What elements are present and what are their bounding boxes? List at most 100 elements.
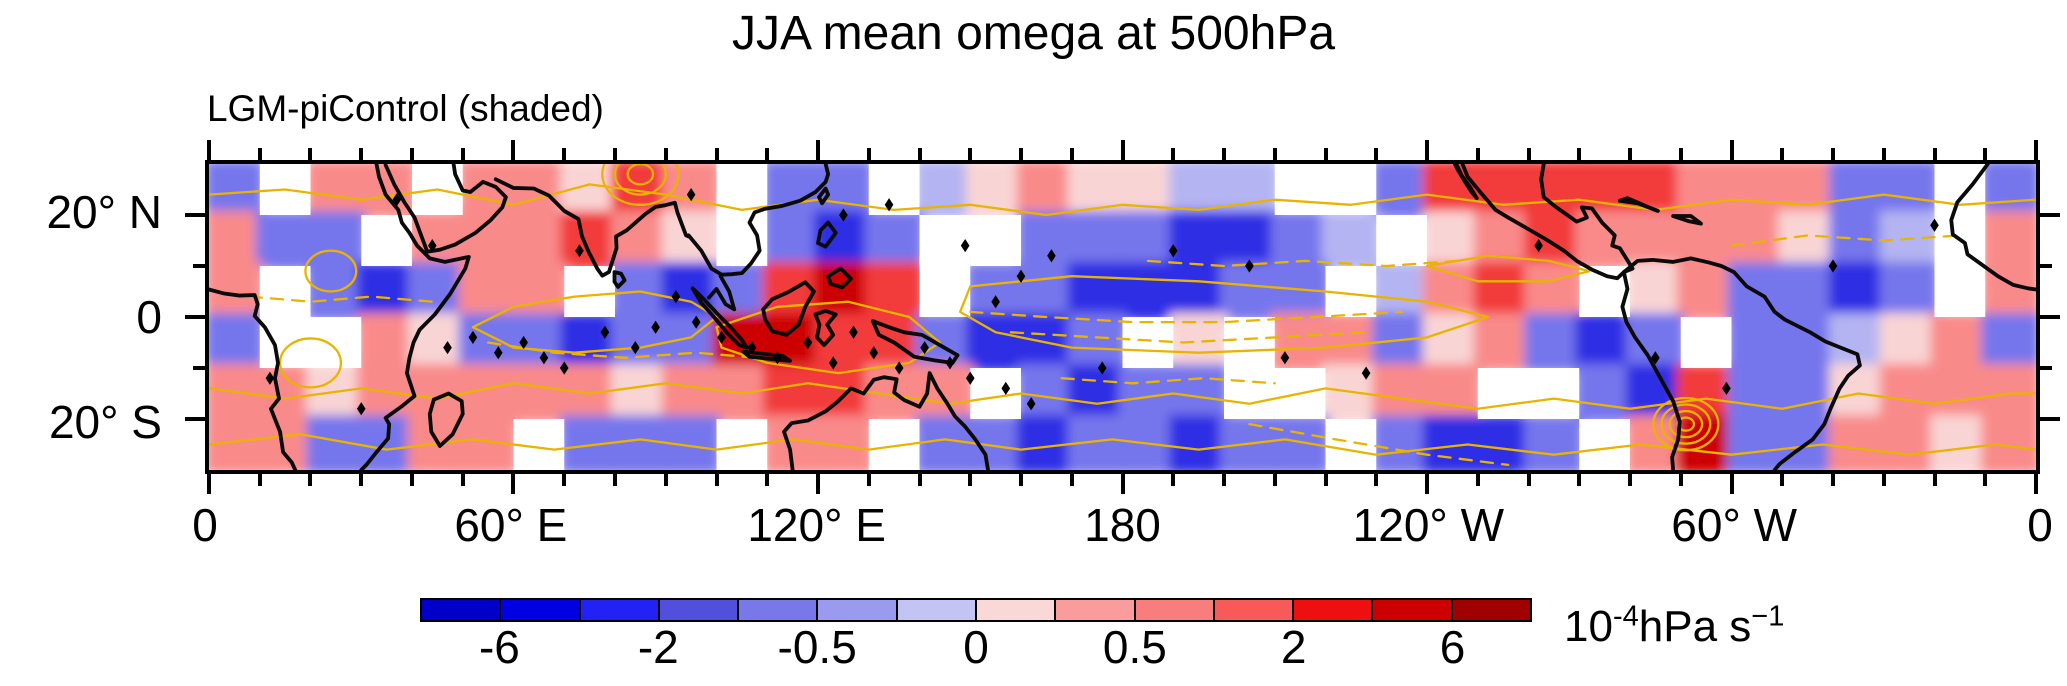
x-tick-label: 120° W (1352, 499, 1504, 551)
shade-cell (1422, 363, 1482, 424)
colorbar-unit: 10-4hPa s−1 (1564, 602, 1784, 652)
y-major-tick (2040, 212, 2060, 217)
colorbar-segment (659, 600, 740, 620)
colorbar-segment (1214, 600, 1295, 620)
unit-mid: hPa s (1638, 602, 1752, 651)
colorbar-segment (1294, 600, 1374, 620)
shade-cell (1473, 164, 1533, 220)
colorbar-tick-label: 0.5 (1102, 621, 1167, 673)
shade-cell (560, 312, 620, 373)
x-tick-label: 180 (1084, 499, 1161, 551)
x-minor-tick (1780, 474, 1785, 486)
x-minor-tick (1678, 148, 1683, 160)
diamond-marker (991, 295, 1000, 309)
x-minor-tick (866, 148, 871, 160)
shade-cell (763, 312, 823, 373)
colorbar-segment (1373, 600, 1453, 620)
x-minor-tick (1932, 148, 1937, 160)
x-minor-tick (1171, 474, 1176, 486)
shade-cell (763, 210, 823, 271)
mask-cell (1325, 419, 1377, 470)
y-major-tick (185, 315, 205, 319)
x-minor-tick (1222, 148, 1226, 160)
diamond-marker (1651, 351, 1660, 365)
shade-cell (1524, 164, 1584, 220)
contour-line-solid (304, 249, 358, 293)
contour-line-dashed (1146, 259, 1459, 268)
shade-cell (1422, 414, 1482, 470)
y-tick-label: 0 (136, 291, 162, 343)
coastline (706, 274, 737, 312)
coastline (612, 270, 627, 289)
shade-cell (1727, 414, 1787, 470)
contour-layer (209, 164, 2036, 467)
shade-cell (966, 312, 1026, 373)
coastline (1620, 270, 1682, 470)
x-tick-label: 60° W (1671, 499, 1798, 551)
x-tick-label: 0 (2027, 499, 2053, 551)
coastline (826, 266, 853, 290)
coastline-layer (209, 164, 2036, 470)
contour-line-solid (1668, 409, 1704, 439)
mask-cell (970, 215, 1021, 266)
shade-cell (1981, 210, 2036, 271)
coastline (1949, 164, 2036, 292)
x-minor-tick (1526, 474, 1531, 486)
diamond-marker (519, 335, 528, 350)
y-minor-tick (193, 365, 205, 370)
coastline (427, 391, 465, 448)
shade-cell (255, 363, 315, 424)
shade-cell (1879, 312, 1939, 373)
coastline (782, 371, 990, 470)
x-minor-tick (1272, 148, 1277, 160)
shade-cell (306, 210, 366, 271)
contour-line-dashed (1060, 377, 1276, 385)
x-minor-tick (1881, 474, 1886, 486)
shade-cell (1828, 210, 1888, 271)
colorbar-tick-label: -6 (478, 621, 520, 673)
diamond-marker (1930, 218, 1939, 232)
x-minor-tick (1780, 148, 1785, 160)
diamond-marker (965, 371, 975, 385)
x-minor-tick (917, 148, 922, 160)
coastline (817, 186, 831, 206)
x-minor-tick (1171, 148, 1176, 160)
colorbar-segment (580, 600, 660, 620)
x-minor-tick (308, 148, 313, 160)
shade-cell (864, 210, 924, 271)
colorbar-labels: -6 -2 -0.5 0 0.5 2 6 (420, 620, 1532, 676)
contour-line-dashed (1009, 331, 1368, 344)
diamond-marker (1168, 244, 1178, 258)
diamond-marker (1245, 259, 1254, 273)
shade-cell (610, 363, 670, 424)
x-minor-tick (1830, 148, 1835, 160)
contour-line-solid (209, 433, 2036, 456)
shade-cell (1879, 414, 1939, 470)
x-minor-tick (359, 148, 364, 160)
shade-cell (1473, 210, 1533, 271)
shade-cell (1778, 164, 1838, 220)
coastline (1460, 164, 1626, 281)
shade-cell (1270, 312, 1330, 373)
y-minor-tick (193, 263, 205, 268)
unit-exponent-2: −1 (1751, 600, 1785, 633)
x-minor-tick (1983, 474, 1988, 486)
shade-cell (1067, 363, 1127, 424)
shade-cell (1778, 210, 1838, 271)
shade-cell (1321, 210, 1381, 271)
colorbar-tick-label: -2 (637, 621, 679, 673)
mask-cell (1376, 215, 1427, 266)
x-major-tick (1729, 140, 1734, 160)
shade-cell (1727, 363, 1787, 424)
contour-line-solid (1660, 403, 1712, 445)
x-axis-labels: 0 60° E 120° E 180 120° W 60° W 0 (192, 498, 2053, 558)
colorbar-tick-label: -0.5 (777, 621, 857, 673)
coastline (761, 280, 816, 337)
mask-cell (1528, 368, 1580, 419)
shade-cell (1879, 261, 1939, 322)
x-minor-tick (1881, 148, 1886, 160)
x-minor-tick (1323, 474, 1328, 486)
shade-cell (1067, 210, 1127, 271)
map-panel (185, 140, 2060, 494)
shade-cell (1169, 210, 1229, 271)
